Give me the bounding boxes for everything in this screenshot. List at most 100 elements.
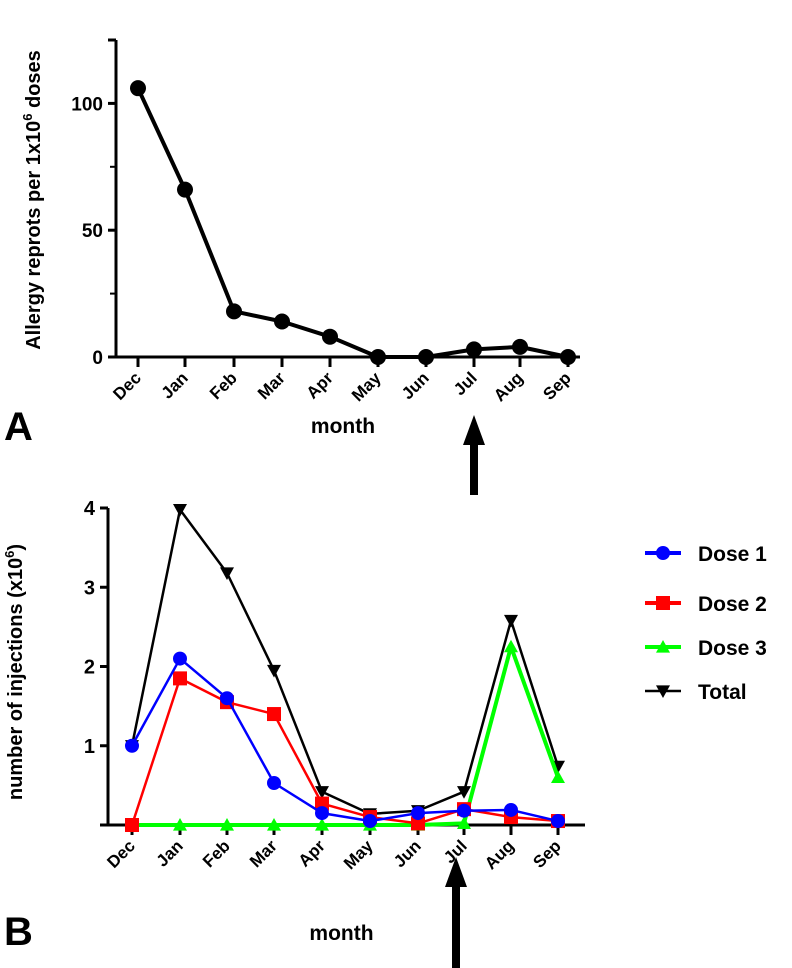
x-tick-label: May: [340, 836, 377, 873]
y-axis-label-sup: 6: [20, 114, 35, 121]
x-tick-label: Jan: [153, 836, 187, 870]
data-point: [177, 181, 193, 198]
y-tick-label: 50: [82, 221, 103, 242]
data-point: [411, 806, 425, 821]
y-axis-label-main: Allergy reprots per 1x10: [23, 121, 45, 350]
data-point: [315, 818, 329, 831]
data-point: [226, 303, 242, 320]
y-tick-label: 1: [84, 736, 95, 758]
x-tick-label: Feb: [206, 368, 241, 403]
x-axis-label: month: [309, 922, 373, 945]
data-point: [504, 639, 518, 653]
series-line: [136, 87, 569, 359]
data-point: [267, 818, 281, 831]
legend-item: Total: [645, 681, 747, 704]
x-tick-label: Aug: [490, 368, 527, 405]
series-line: [130, 508, 560, 816]
data-point: [560, 349, 576, 365]
series-line: [130, 657, 559, 823]
legend-item: Dose 2: [645, 593, 767, 616]
x-tick-label: Dec: [103, 836, 138, 871]
data-point: [370, 349, 386, 365]
data-point: [220, 691, 234, 706]
data-point: [457, 786, 471, 799]
x-axis-label: month: [311, 415, 375, 438]
data-point: [512, 338, 528, 355]
data-point: [267, 664, 281, 678]
data-point: [315, 806, 329, 821]
data-point: [267, 707, 281, 722]
legend-label: Dose 2: [698, 593, 767, 616]
x-tick-label: Feb: [199, 836, 234, 871]
panel-label: B: [4, 910, 33, 954]
data-point: [457, 816, 471, 830]
data-point: [457, 803, 471, 818]
legend-marker-icon: [656, 596, 670, 610]
data-point: [315, 786, 329, 799]
x-tick-label: Apr: [303, 368, 337, 402]
x-tick-label: Mar: [254, 368, 289, 403]
data-point: [322, 328, 338, 345]
data-point: [125, 738, 139, 753]
legend-label: Dose 1: [698, 543, 767, 566]
data-point: [267, 775, 281, 790]
x-tick-label: Apr: [295, 836, 329, 870]
x-tick-label: Mar: [246, 836, 281, 871]
y-tick-label: 2: [84, 657, 95, 679]
legend-label: Total: [698, 681, 747, 704]
x-tick-label: Aug: [481, 836, 518, 873]
data-point: [173, 818, 187, 831]
y-axis-label-sup: 6: [2, 551, 17, 558]
data-point: [274, 313, 290, 330]
y-axis-label-main: number of injections (x10: [5, 558, 27, 800]
series-line: [130, 677, 559, 826]
legend-item: Dose 3: [645, 637, 767, 660]
data-point: [173, 671, 187, 686]
data-point: [411, 816, 425, 831]
data-point: [418, 349, 434, 365]
data-point: [125, 818, 139, 832]
y-tick-label: 0: [92, 348, 103, 369]
x-tick-label: Jun: [398, 368, 433, 403]
y-axis-label: Allergy reprots per 1x106 doses: [20, 50, 45, 350]
x-tick-label: Jan: [158, 368, 192, 402]
data-point: [504, 802, 518, 817]
data-point: [363, 814, 377, 829]
x-tick-label: Dec: [109, 368, 144, 403]
data-point: [466, 341, 482, 358]
data-point: [220, 818, 234, 831]
series-dose-1: [125, 651, 565, 829]
y-tick-label: 4: [84, 498, 96, 520]
x-tick-label: May: [348, 368, 385, 405]
x-tick-label: Jul: [450, 368, 481, 399]
panel-a: 0 50 100 Dec Jan Feb Mar Apr May Jun Jul Aug Sep Alle…: [4, 38, 580, 495]
data-point: [173, 503, 187, 517]
data-point: [220, 567, 234, 580]
data-point: [551, 770, 565, 784]
y-axis-label-tail: doses: [23, 50, 45, 113]
x-tick-label: Jun: [390, 836, 425, 871]
data-point: [551, 814, 565, 829]
panel-label: A: [4, 405, 33, 449]
data-point: [504, 614, 518, 628]
series-total: [125, 503, 565, 821]
legend-marker-icon: [656, 685, 670, 698]
series-line: [132, 644, 560, 827]
arrow-annotation-icon: [463, 415, 485, 495]
y-tick-label: 100: [71, 94, 103, 115]
x-tick-label: Sep: [539, 368, 574, 403]
y-axis-label: number of injections (x106): [2, 544, 27, 800]
legend-marker-icon: [656, 546, 670, 560]
y-tick-label: 3: [84, 577, 95, 599]
series-allergy-reports: [130, 80, 576, 365]
arrow-annotation-icon: [445, 857, 467, 968]
data-point: [130, 80, 146, 97]
legend-item: Dose 1: [645, 543, 767, 566]
legend-marker-icon: [656, 640, 670, 653]
y-axis-label-tail: ): [5, 544, 27, 551]
data-point: [173, 651, 187, 666]
legend-label: Dose 3: [698, 637, 767, 660]
x-tick-label: Sep: [529, 836, 564, 871]
